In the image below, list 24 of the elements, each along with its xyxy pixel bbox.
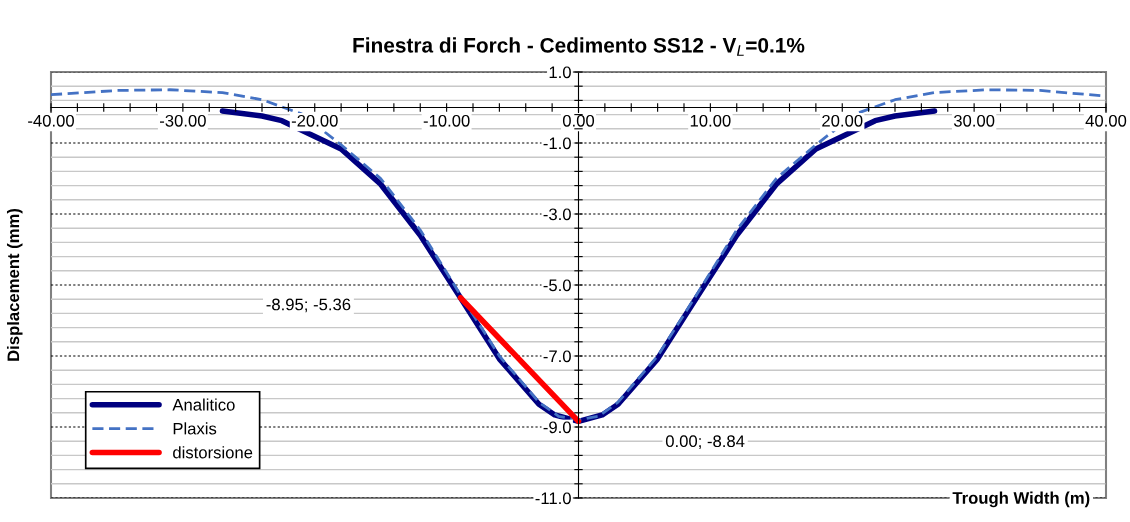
y-tick-label: -1.0 <box>543 137 571 150</box>
annotation: 0.00; -8.84 <box>665 435 745 450</box>
legend-label: Analitico <box>172 398 235 411</box>
x-tick-label: -20.00 <box>291 114 338 127</box>
x-tick-label: 10.00 <box>690 114 731 127</box>
y-tick-label: 1.0 <box>549 66 571 79</box>
legend-label: distorsione <box>173 446 253 459</box>
y-tick-label: -5.0 <box>543 279 571 292</box>
x-tick-label: 30.00 <box>953 114 995 127</box>
x-tick-label: -30.00 <box>159 114 206 127</box>
x-tick-label: -10.00 <box>423 114 470 127</box>
y-tick-label: -11.0 <box>535 492 571 505</box>
chart-title: Finestra di Forch - Cedimento SS12 - V$_{L}$=0.1% <box>353 37 805 56</box>
y-axis-title: Displacement (mm) <box>6 208 23 361</box>
x-tick-label: -40.00 <box>28 114 74 127</box>
legend-label: Plaxis <box>173 422 217 435</box>
y-tick-label: -7.0 <box>543 350 571 363</box>
x-axis-title: Trough Width (m) <box>952 491 1090 508</box>
x-tick-label: 20.00 <box>822 114 863 127</box>
y-tick-label: -3.0 <box>543 208 571 221</box>
y-tick-label: -9.0 <box>543 421 571 434</box>
annotation: -8.95; -5.36 <box>266 298 351 313</box>
x-tick-label: 40.00 <box>1085 114 1127 127</box>
x-tick-label: 0.00 <box>562 114 595 127</box>
